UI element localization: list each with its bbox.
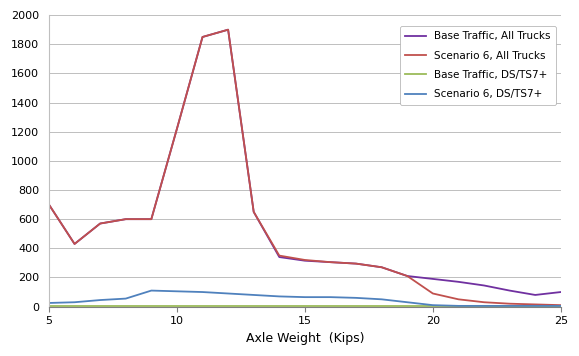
Base Traffic, All Trucks <box>532 293 538 297</box>
Scenario 6, All Trucks <box>174 127 181 131</box>
Scenario 6, All Trucks <box>71 242 78 246</box>
Scenario 6, All Trucks <box>455 297 462 302</box>
Scenario 6, All Trucks <box>532 302 538 307</box>
Base Traffic, DS/TS7+ <box>97 304 104 308</box>
Line: Scenario 6, All Trucks: Scenario 6, All Trucks <box>49 30 561 305</box>
Base Traffic, All Trucks <box>558 290 565 294</box>
Scenario 6, DS/TS7+ <box>199 290 206 294</box>
Base Traffic, DS/TS7+ <box>71 304 78 308</box>
Base Traffic, All Trucks <box>199 35 206 39</box>
Scenario 6, All Trucks <box>46 203 53 207</box>
Base Traffic, All Trucks <box>353 261 360 266</box>
Base Traffic, DS/TS7+ <box>532 304 538 308</box>
Line: Base Traffic, All Trucks: Base Traffic, All Trucks <box>49 30 561 295</box>
Base Traffic, All Trucks <box>276 255 283 259</box>
Scenario 6, All Trucks <box>302 258 309 262</box>
Base Traffic, DS/TS7+ <box>481 304 488 308</box>
Scenario 6, DS/TS7+ <box>353 296 360 300</box>
Scenario 6, DS/TS7+ <box>276 294 283 299</box>
Base Traffic, All Trucks <box>122 217 129 221</box>
Legend: Base Traffic, All Trucks, Scenario 6, All Trucks, Base Traffic, DS/TS7+, Scenari: Base Traffic, All Trucks, Scenario 6, Al… <box>400 26 556 105</box>
Base Traffic, DS/TS7+ <box>455 304 462 308</box>
Scenario 6, All Trucks <box>404 274 411 278</box>
Scenario 6, DS/TS7+ <box>174 289 181 293</box>
Base Traffic, DS/TS7+ <box>404 304 411 308</box>
Scenario 6, DS/TS7+ <box>558 304 565 308</box>
Scenario 6, DS/TS7+ <box>430 303 437 307</box>
Base Traffic, DS/TS7+ <box>122 304 129 308</box>
Scenario 6, All Trucks <box>327 260 334 264</box>
Base Traffic, DS/TS7+ <box>276 304 283 308</box>
Scenario 6, DS/TS7+ <box>532 304 538 308</box>
Base Traffic, DS/TS7+ <box>506 304 513 308</box>
Base Traffic, DS/TS7+ <box>250 304 257 308</box>
Scenario 6, All Trucks <box>276 253 283 258</box>
X-axis label: Axle Weight  (Kips): Axle Weight (Kips) <box>245 332 364 345</box>
Scenario 6, DS/TS7+ <box>378 297 385 302</box>
Scenario 6, All Trucks <box>378 265 385 269</box>
Scenario 6, All Trucks <box>430 291 437 295</box>
Base Traffic, All Trucks <box>455 280 462 284</box>
Base Traffic, DS/TS7+ <box>46 304 53 308</box>
Base Traffic, All Trucks <box>225 27 232 32</box>
Base Traffic, DS/TS7+ <box>225 304 232 308</box>
Base Traffic, All Trucks <box>302 258 309 263</box>
Base Traffic, All Trucks <box>327 260 334 264</box>
Scenario 6, All Trucks <box>122 217 129 221</box>
Scenario 6, DS/TS7+ <box>455 304 462 308</box>
Base Traffic, All Trucks <box>71 242 78 246</box>
Base Traffic, DS/TS7+ <box>327 304 334 308</box>
Scenario 6, DS/TS7+ <box>506 304 513 308</box>
Line: Scenario 6, DS/TS7+: Scenario 6, DS/TS7+ <box>49 290 561 306</box>
Scenario 6, DS/TS7+ <box>404 300 411 304</box>
Base Traffic, All Trucks <box>481 283 488 288</box>
Scenario 6, All Trucks <box>481 300 488 304</box>
Scenario 6, DS/TS7+ <box>327 295 334 299</box>
Scenario 6, All Trucks <box>506 302 513 306</box>
Scenario 6, DS/TS7+ <box>302 295 309 299</box>
Base Traffic, All Trucks <box>148 217 155 221</box>
Base Traffic, All Trucks <box>250 210 257 214</box>
Base Traffic, All Trucks <box>97 221 104 226</box>
Scenario 6, All Trucks <box>558 303 565 307</box>
Base Traffic, DS/TS7+ <box>148 304 155 308</box>
Base Traffic, All Trucks <box>174 127 181 131</box>
Base Traffic, All Trucks <box>430 277 437 281</box>
Scenario 6, All Trucks <box>353 261 360 266</box>
Scenario 6, DS/TS7+ <box>122 297 129 301</box>
Base Traffic, DS/TS7+ <box>558 304 565 308</box>
Base Traffic, DS/TS7+ <box>430 304 437 308</box>
Base Traffic, DS/TS7+ <box>353 304 360 308</box>
Scenario 6, DS/TS7+ <box>71 300 78 304</box>
Scenario 6, DS/TS7+ <box>250 293 257 297</box>
Base Traffic, All Trucks <box>404 274 411 278</box>
Scenario 6, All Trucks <box>199 35 206 39</box>
Base Traffic, DS/TS7+ <box>174 304 181 308</box>
Base Traffic, DS/TS7+ <box>378 304 385 308</box>
Scenario 6, DS/TS7+ <box>46 301 53 305</box>
Scenario 6, All Trucks <box>250 210 257 214</box>
Base Traffic, All Trucks <box>378 265 385 269</box>
Scenario 6, All Trucks <box>148 217 155 221</box>
Scenario 6, DS/TS7+ <box>481 304 488 308</box>
Base Traffic, All Trucks <box>46 203 53 207</box>
Scenario 6, All Trucks <box>225 27 232 32</box>
Base Traffic, All Trucks <box>506 288 513 293</box>
Scenario 6, All Trucks <box>97 221 104 226</box>
Base Traffic, DS/TS7+ <box>302 304 309 308</box>
Scenario 6, DS/TS7+ <box>97 298 104 302</box>
Scenario 6, DS/TS7+ <box>225 291 232 295</box>
Scenario 6, DS/TS7+ <box>148 288 155 293</box>
Base Traffic, DS/TS7+ <box>199 304 206 308</box>
